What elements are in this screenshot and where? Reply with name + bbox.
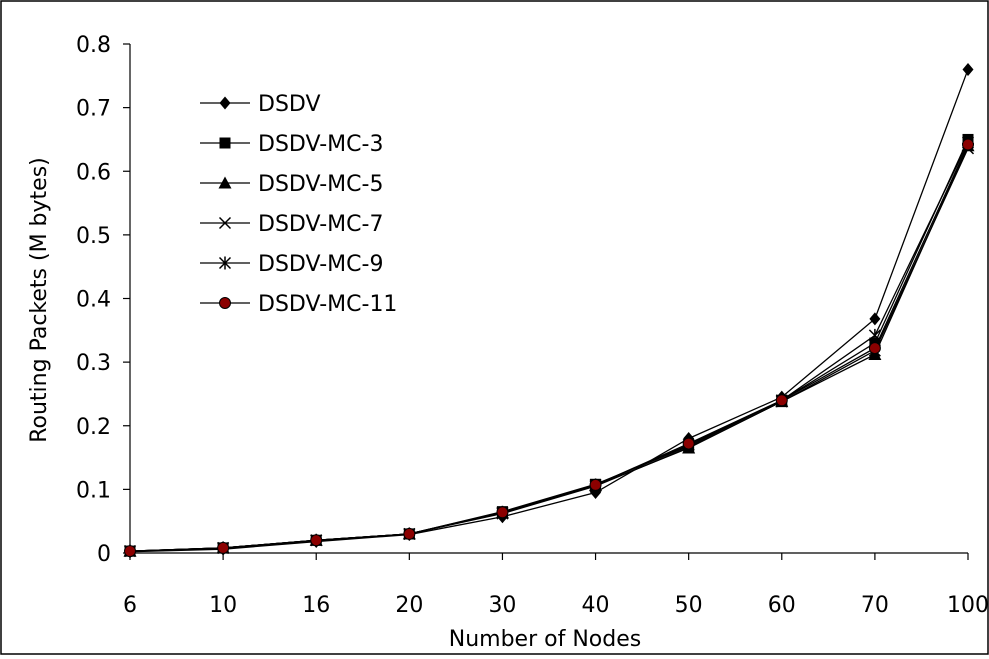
- legend-item: DSDV-MC-3: [200, 132, 383, 157]
- data-point-dsdv-mc-11: [403, 527, 416, 540]
- legend-item: DSDV-MC-11: [200, 292, 397, 317]
- circle-marker: [124, 545, 136, 558]
- data-point-dsdv-mc-11: [682, 437, 695, 450]
- circle-marker: [775, 394, 788, 407]
- legend-marker: [218, 216, 232, 230]
- y-axis-title: Routing Packets (M bytes): [27, 157, 52, 443]
- circle-marker: [217, 541, 230, 554]
- x-tick-label: 30: [488, 593, 516, 618]
- data-point-dsdv: [962, 62, 974, 76]
- data-point-dsdv-mc-11: [124, 545, 136, 558]
- x-tick-label: 40: [582, 593, 610, 618]
- data-point-dsdv-mc-11: [589, 478, 602, 491]
- x-marker-stroke: [218, 216, 232, 230]
- legend-label: DSDV-MC-5: [258, 172, 383, 197]
- circle-marker: [310, 534, 323, 547]
- y-tick-label: 0.5: [76, 224, 111, 249]
- y-tick-label: 0: [97, 542, 111, 567]
- legend-marker: [219, 297, 231, 309]
- data-point-dsdv-mc-11: [496, 506, 509, 519]
- data-point-dsdv: [869, 312, 881, 326]
- circle-marker: [219, 297, 231, 309]
- circle-marker: [589, 478, 602, 491]
- y-tick-label: 0.3: [76, 351, 111, 376]
- legend-label: DSDV-MC-11: [258, 292, 397, 317]
- legend-marker: [219, 96, 231, 110]
- x-tick-label: 20: [395, 593, 423, 618]
- x-tick-label: 70: [861, 593, 889, 618]
- series-line-dsdv-mc-11: [129, 144, 969, 552]
- legend-marker: [219, 137, 231, 149]
- y-tick-label: 0.4: [76, 288, 111, 313]
- data-point-dsdv-mc-11: [868, 342, 881, 355]
- legend-label: DSDV-MC-9: [258, 252, 383, 277]
- series-line-dsdv: [129, 69, 969, 553]
- series-dsdv-mc-11: [124, 138, 974, 558]
- diamond-marker: [219, 96, 231, 110]
- x-tick-label: 10: [209, 593, 237, 618]
- legend-label: DSDV-MC-3: [258, 132, 383, 157]
- x-tick-label: 60: [768, 593, 796, 618]
- y-tick-label: 0.6: [76, 160, 111, 185]
- legend-marker: [218, 176, 232, 189]
- x-axis-title: Number of Nodes: [449, 627, 641, 652]
- y-tick-label: 0.7: [76, 97, 111, 122]
- square-marker: [219, 137, 231, 149]
- legend-item: DSDV-MC-5: [200, 172, 383, 197]
- data-point-dsdv-mc-11: [962, 138, 974, 151]
- y-tick-label: 0.8: [76, 33, 111, 58]
- legend-label: DSDV-MC-7: [258, 212, 383, 237]
- legend: DSDV DSDV-MC-3 DSDV-MC-5 DSDV-MC-7 DSDV-MC-9…: [200, 92, 397, 317]
- y-tick-label: 0.2: [76, 415, 111, 440]
- data-point-dsdv-mc-11: [775, 394, 788, 407]
- circle-marker: [403, 527, 416, 540]
- legend-marker: [218, 256, 232, 270]
- circle-marker: [868, 342, 881, 355]
- x-tick-label: 6: [123, 593, 137, 618]
- data-point-dsdv-mc-11: [217, 541, 230, 554]
- legend-item: DSDV-MC-7: [200, 212, 383, 237]
- circle-marker: [682, 437, 695, 450]
- diamond-marker: [869, 312, 881, 326]
- circle-marker: [962, 138, 974, 151]
- legend-item: DSDV-MC-9: [200, 252, 383, 277]
- triangle-marker: [218, 176, 232, 189]
- x-tick-label: 50: [675, 593, 703, 618]
- y-tick-label: 0.1: [76, 478, 111, 503]
- diamond-marker: [962, 62, 974, 76]
- legend-item: DSDV: [200, 92, 321, 117]
- x-tick-label: 100: [947, 593, 989, 618]
- data-point-dsdv-mc-11: [310, 534, 323, 547]
- x-tick-label: 16: [302, 593, 330, 618]
- legend-label: DSDV: [258, 92, 321, 117]
- circle-marker: [496, 506, 509, 519]
